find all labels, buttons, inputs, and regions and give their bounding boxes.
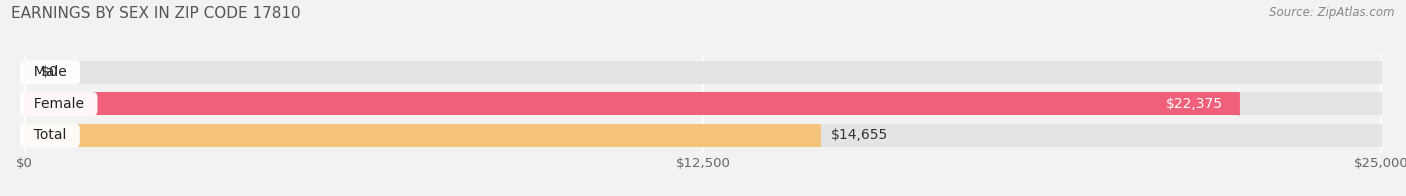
Text: Total: Total: [25, 129, 75, 142]
Text: Female: Female: [25, 97, 93, 111]
Bar: [25, 93, 1381, 115]
Text: $0: $0: [41, 65, 59, 79]
Text: $22,375: $22,375: [1166, 97, 1222, 111]
Text: $14,655: $14,655: [831, 129, 889, 142]
Text: Male: Male: [25, 65, 76, 79]
Text: Source: ZipAtlas.com: Source: ZipAtlas.com: [1270, 6, 1395, 19]
Text: EARNINGS BY SEX IN ZIP CODE 17810: EARNINGS BY SEX IN ZIP CODE 17810: [11, 6, 301, 21]
Bar: [25, 61, 1381, 84]
Bar: [25, 124, 820, 147]
Bar: [25, 93, 1239, 115]
Bar: [25, 124, 1381, 147]
